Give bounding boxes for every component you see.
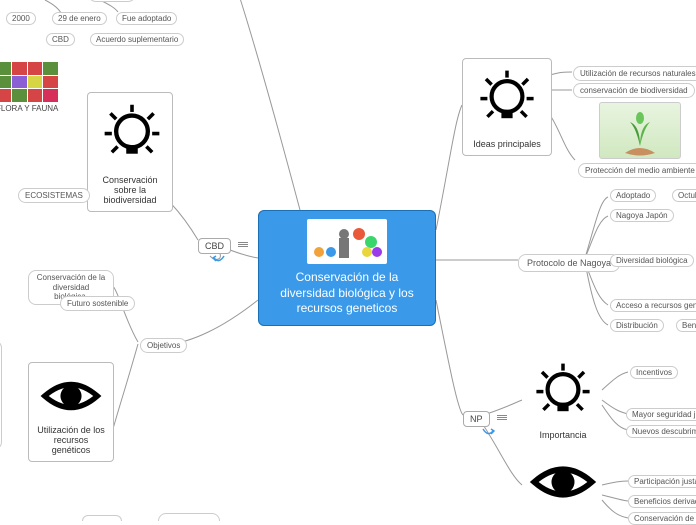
utilizacion-recursos-node[interactable]: Utilización de los recursos genéticos [28, 362, 114, 462]
plant-node[interactable]: Protección del medio ambiente [578, 102, 696, 178]
pill-cbd-top[interactable]: CBD [46, 33, 75, 46]
pill-objetivos[interactable]: Objetivos [140, 338, 187, 353]
eye-icon [38, 369, 104, 423]
importancia-node[interactable]: Importancia [522, 358, 604, 440]
pill-utilizacion-recursos[interactable]: Utilización de recursos naturales [573, 66, 696, 81]
pill-fue-adoptado[interactable]: Fue adoptado [116, 12, 177, 25]
plant-image [599, 102, 681, 159]
cbd-hub-label: CBD [198, 238, 231, 254]
pill-proteccion: Protección del medio ambiente [578, 163, 696, 178]
np-hub[interactable]: NP [463, 409, 507, 427]
flora-image-grid [0, 62, 58, 102]
pill-2000[interactable]: 2000 [6, 12, 36, 25]
cbd-hub[interactable]: CBD [198, 236, 248, 254]
pill-seguridad[interactable]: Mayor seguridad jurídic [626, 408, 696, 421]
np-hub-label: NP [463, 411, 490, 427]
pill-beneficios[interactable]: Beneficios derivados [628, 495, 696, 508]
utilizacion-recursos-label: Utilización de los recursos genéticos [37, 425, 105, 455]
partial-pill-bottom-1 [82, 515, 122, 521]
importancia-label: Importancia [522, 430, 604, 440]
lightbulb-icon [472, 65, 542, 135]
pill-octubre[interactable]: Octubre [672, 189, 696, 202]
pill-acuerdo[interactable]: Acuerdo suplementario [90, 33, 184, 46]
menu-icon [497, 414, 507, 421]
center-node[interactable]: Conservación de la diversidad biológica … [258, 210, 436, 326]
pill-protocolo-nagoya[interactable]: Protocolo de Nagoya [518, 254, 620, 272]
center-title: Conservación de la diversidad biológica … [267, 270, 427, 317]
pill-incentivos[interactable]: Incentivos [630, 366, 678, 379]
flora-fauna-node[interactable]: FLORA Y FAUNA [0, 62, 58, 113]
center-image [307, 219, 387, 264]
conservacion-bio-label: Conservación sobre la biodiversidad [96, 175, 164, 205]
eye-icon [527, 452, 599, 512]
pill-nagoya-japon[interactable]: Nagoya Japón [610, 209, 674, 222]
lightbulb-icon [96, 99, 168, 171]
pill-futuro[interactable]: Futuro sostenible [60, 296, 135, 311]
pill-conservacion-div[interactable]: Conservación de la dive [628, 512, 696, 525]
pill-descubrimientos[interactable]: Nuevos descubrimiento [626, 425, 696, 438]
eye-right-node[interactable] [522, 452, 604, 514]
conservacion-bio-node[interactable]: Conservación sobre la biodiversidad [87, 92, 173, 212]
pill-acceso[interactable]: Acceso a recursos genéticos [610, 299, 696, 312]
pill-benef[interactable]: Benef [676, 319, 696, 332]
pill-diversidad-bio[interactable]: Diversidad biológica [610, 254, 694, 267]
pill-participacion[interactable]: Participación justa [628, 475, 696, 488]
flora-label: FLORA Y FAUNA [0, 104, 58, 113]
lightbulb-icon [528, 358, 598, 428]
pill-adoptado[interactable]: Adoptado [610, 189, 656, 202]
ideas-principales-label: Ideas principales [471, 139, 543, 149]
pill-ecosistemas[interactable]: ECOSISTEMAS [18, 188, 90, 203]
pill-29enero[interactable]: 29 de enero [52, 12, 107, 25]
ideas-principales-node[interactable]: Ideas principales [462, 58, 552, 156]
pill-conservacion-bio[interactable]: conservación de biodiversidad [573, 83, 695, 98]
pill-distribucion[interactable]: Distribución [610, 319, 664, 332]
menu-icon [238, 241, 248, 248]
partial-pill-top [88, 0, 136, 2]
np-arrow-icon [481, 427, 495, 437]
partial-edge-left [0, 340, 2, 450]
cbd-arrow-icon [212, 254, 226, 264]
